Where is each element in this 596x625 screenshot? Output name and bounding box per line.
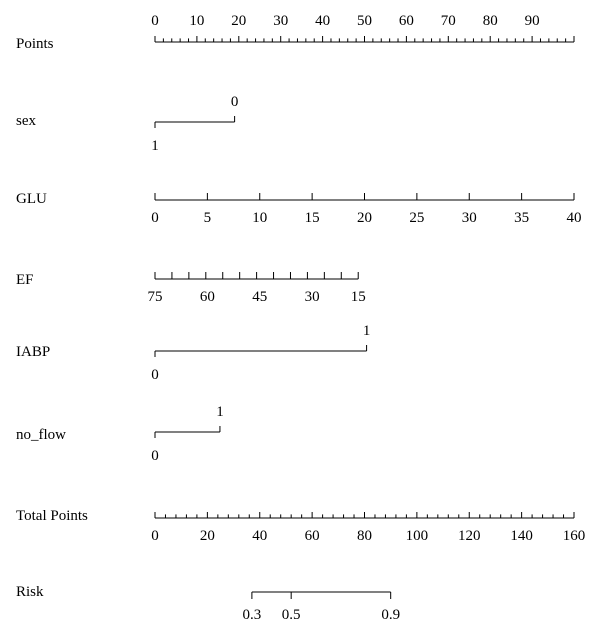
tick-label-total: 120 xyxy=(458,528,481,544)
category-label-no_flow: 1 xyxy=(216,404,224,420)
tick-label-total: 60 xyxy=(305,528,320,544)
tick-label-points: 90 xyxy=(525,13,540,29)
value-label-glu: 0 xyxy=(151,210,159,226)
row-label-total: Total Points xyxy=(16,508,88,524)
value-label-ef: 30 xyxy=(305,289,320,305)
tick-label-total: 0 xyxy=(151,528,159,544)
tick-label-points: 60 xyxy=(399,13,414,29)
row-label-no_flow: no_flow xyxy=(16,427,66,443)
row-label-points: Points xyxy=(16,36,54,52)
tick-label-points: 80 xyxy=(483,13,498,29)
category-label-iabp: 1 xyxy=(363,323,371,339)
tick-label-total: 160 xyxy=(563,528,586,544)
row-label-glu: GLU xyxy=(16,191,47,207)
tick-label-points: 20 xyxy=(231,13,246,29)
category-label-sex: 1 xyxy=(151,138,159,154)
category-label-no_flow: 0 xyxy=(151,448,159,464)
value-label-risk: 0.9 xyxy=(381,607,400,623)
value-label-ef: 75 xyxy=(148,289,163,305)
value-label-ef: 60 xyxy=(200,289,215,305)
value-label-ef: 15 xyxy=(351,289,366,305)
tick-label-total: 20 xyxy=(200,528,215,544)
value-label-glu: 35 xyxy=(514,210,529,226)
tick-label-points: 50 xyxy=(357,13,372,29)
value-label-glu: 20 xyxy=(357,210,372,226)
row-label-sex: sex xyxy=(16,113,36,129)
tick-label-points: 10 xyxy=(189,13,204,29)
row-label-risk: Risk xyxy=(16,584,44,600)
tick-label-points: 30 xyxy=(273,13,288,29)
value-label-glu: 40 xyxy=(567,210,582,226)
value-label-ef: 45 xyxy=(252,289,267,305)
tick-label-points: 0 xyxy=(151,13,159,29)
tick-label-total: 140 xyxy=(510,528,533,544)
value-label-glu: 10 xyxy=(252,210,267,226)
value-label-risk: 0.3 xyxy=(243,607,262,623)
tick-label-total: 40 xyxy=(252,528,267,544)
value-label-risk: 0.5 xyxy=(282,607,301,623)
tick-label-points: 70 xyxy=(441,13,456,29)
tick-label-points: 40 xyxy=(315,13,330,29)
tick-label-total: 100 xyxy=(406,528,429,544)
category-label-sex: 0 xyxy=(231,94,239,110)
value-label-glu: 15 xyxy=(305,210,320,226)
row-label-iabp: IABP xyxy=(16,344,50,360)
category-label-iabp: 0 xyxy=(151,367,159,383)
value-label-glu: 5 xyxy=(204,210,212,226)
value-label-glu: 25 xyxy=(409,210,424,226)
row-label-ef: EF xyxy=(16,272,34,288)
value-label-glu: 30 xyxy=(462,210,477,226)
tick-label-total: 80 xyxy=(357,528,372,544)
